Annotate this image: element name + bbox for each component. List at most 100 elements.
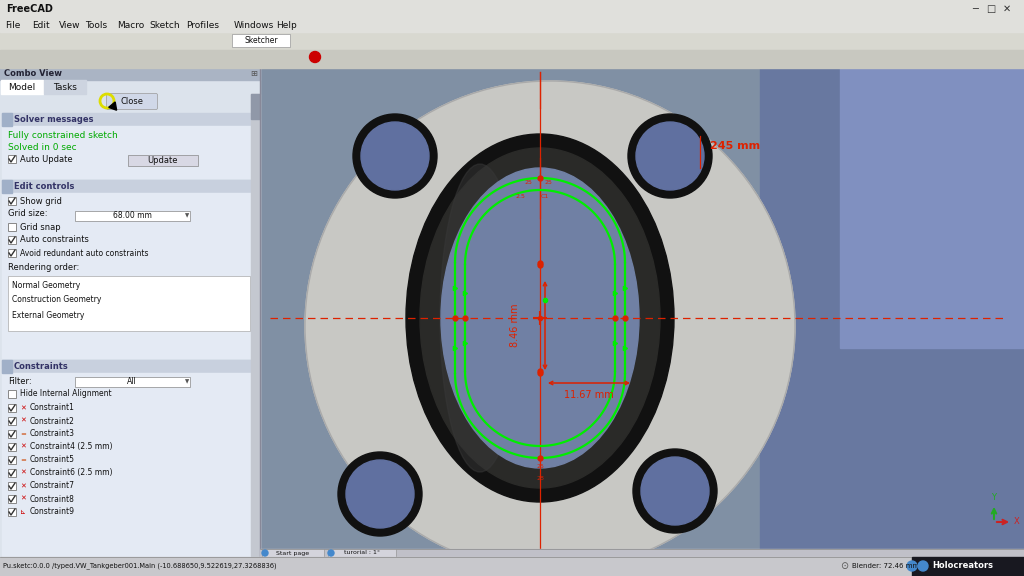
Text: Windows: Windows	[234, 21, 274, 29]
Circle shape	[328, 550, 334, 556]
Text: Auto constraints: Auto constraints	[20, 236, 89, 244]
Circle shape	[636, 122, 705, 190]
Text: ▼: ▼	[185, 214, 189, 218]
Text: Close: Close	[121, 97, 143, 106]
Bar	[0, 557, 1024, 576]
Text: ⊟: ⊟	[252, 115, 259, 124]
Text: 2.5: 2.5	[515, 194, 525, 199]
Text: Constraint6 (2.5 mm): Constraint6 (2.5 mm)	[30, 468, 113, 478]
Bar	[0, 68, 260, 80]
Bar	[44, 80, 86, 94]
Circle shape	[361, 122, 429, 190]
Text: Macro: Macro	[118, 21, 144, 29]
Bar	[0, 18, 1024, 32]
FancyBboxPatch shape	[106, 93, 158, 109]
Text: External Geometry: External Geometry	[12, 310, 84, 320]
Text: ─: ─	[972, 4, 978, 14]
Text: Edit: Edit	[32, 21, 49, 29]
Ellipse shape	[440, 164, 520, 472]
Text: Avoid redundant auto constraints: Avoid redundant auto constraints	[20, 248, 148, 257]
Text: ✕: ✕	[20, 418, 26, 424]
Text: Construction Geometry: Construction Geometry	[12, 295, 101, 305]
Text: Solver messages: Solver messages	[14, 115, 93, 124]
Text: ✕: ✕	[20, 470, 26, 476]
Circle shape	[346, 460, 414, 528]
Bar	[75, 211, 190, 221]
Circle shape	[918, 561, 928, 571]
Bar	[8, 223, 16, 231]
Text: ✕: ✕	[20, 444, 26, 450]
Text: Fully constrained sketch: Fully constrained sketch	[8, 131, 118, 141]
Text: Constraints: Constraints	[14, 362, 69, 371]
Text: Model: Model	[8, 82, 36, 92]
Text: 28: 28	[536, 476, 544, 480]
Bar	[2, 126, 258, 178]
Bar	[8, 404, 16, 412]
Bar	[760, 68, 1024, 557]
Text: ✕: ✕	[20, 405, 26, 411]
Text: 245 mm: 245 mm	[710, 141, 760, 151]
Circle shape	[338, 452, 422, 536]
Text: Update: Update	[147, 156, 178, 165]
Text: □: □	[986, 4, 995, 14]
Circle shape	[309, 51, 321, 63]
Text: Combo View: Combo View	[4, 70, 62, 78]
Bar	[8, 276, 250, 331]
Text: Sketcher: Sketcher	[244, 36, 278, 45]
Text: 25: 25	[524, 180, 531, 185]
Text: ⊞: ⊞	[250, 70, 257, 78]
Bar	[251, 94, 260, 556]
Text: Y: Y	[991, 493, 996, 502]
Text: Pu.sketc:0.0.0 /typed.VW_Tankgeber001.Main (-10.688650,9.522619,27.3268836): Pu.sketc:0.0.0 /typed.VW_Tankgeber001.Ma…	[3, 563, 276, 569]
Bar	[0, 32, 1024, 50]
Bar	[2, 360, 258, 373]
FancyBboxPatch shape	[128, 155, 198, 166]
Text: Tools: Tools	[85, 21, 108, 29]
Bar	[2, 193, 258, 358]
Bar	[912, 557, 1024, 576]
Text: C1: C1	[541, 194, 549, 199]
Text: ⊙: ⊙	[840, 561, 848, 571]
Text: 25: 25	[544, 180, 552, 185]
Bar	[260, 68, 1024, 557]
Text: Help: Help	[276, 21, 297, 29]
Text: Blender: 72.46 mm x 44.03 mm: Blender: 72.46 mm x 44.03 mm	[852, 563, 964, 569]
Circle shape	[305, 81, 795, 571]
Bar	[8, 197, 16, 205]
Text: ⊾: ⊾	[20, 509, 26, 515]
Text: View: View	[58, 21, 80, 29]
Text: Sketch: Sketch	[150, 21, 180, 29]
FancyBboxPatch shape	[262, 549, 324, 556]
Text: ⊟: ⊟	[252, 182, 259, 191]
Text: Show grid: Show grid	[20, 196, 61, 206]
Text: Profiles: Profiles	[186, 21, 219, 29]
Text: X: X	[1014, 517, 1020, 526]
Text: Constraint9: Constraint9	[30, 507, 75, 517]
Bar	[2, 113, 12, 126]
Bar	[8, 469, 16, 477]
Text: All: All	[127, 377, 137, 386]
Bar	[8, 495, 16, 503]
Bar	[251, 94, 260, 119]
Text: turorial : 1°: turorial : 1°	[344, 551, 380, 555]
Bar	[2, 180, 12, 193]
Bar	[2, 180, 258, 193]
Bar	[0, 50, 1024, 68]
Text: Constraint8: Constraint8	[30, 495, 75, 503]
Circle shape	[353, 114, 437, 198]
Text: Edit controls: Edit controls	[14, 182, 75, 191]
Bar	[8, 443, 16, 451]
Text: 11.67 mm: 11.67 mm	[564, 390, 613, 400]
Text: 68.00 mm: 68.00 mm	[113, 211, 152, 221]
Text: Tasks: Tasks	[53, 82, 77, 92]
Circle shape	[262, 550, 268, 556]
Text: Constraint4 (2.5 mm): Constraint4 (2.5 mm)	[30, 442, 113, 452]
Text: Rendering order:: Rendering order:	[8, 263, 79, 271]
Bar	[75, 377, 190, 387]
Text: Constraint3: Constraint3	[30, 430, 75, 438]
Bar	[8, 430, 16, 438]
Text: Start page: Start page	[276, 551, 309, 555]
Bar	[260, 549, 1024, 557]
Circle shape	[641, 457, 709, 525]
Bar	[8, 456, 16, 464]
